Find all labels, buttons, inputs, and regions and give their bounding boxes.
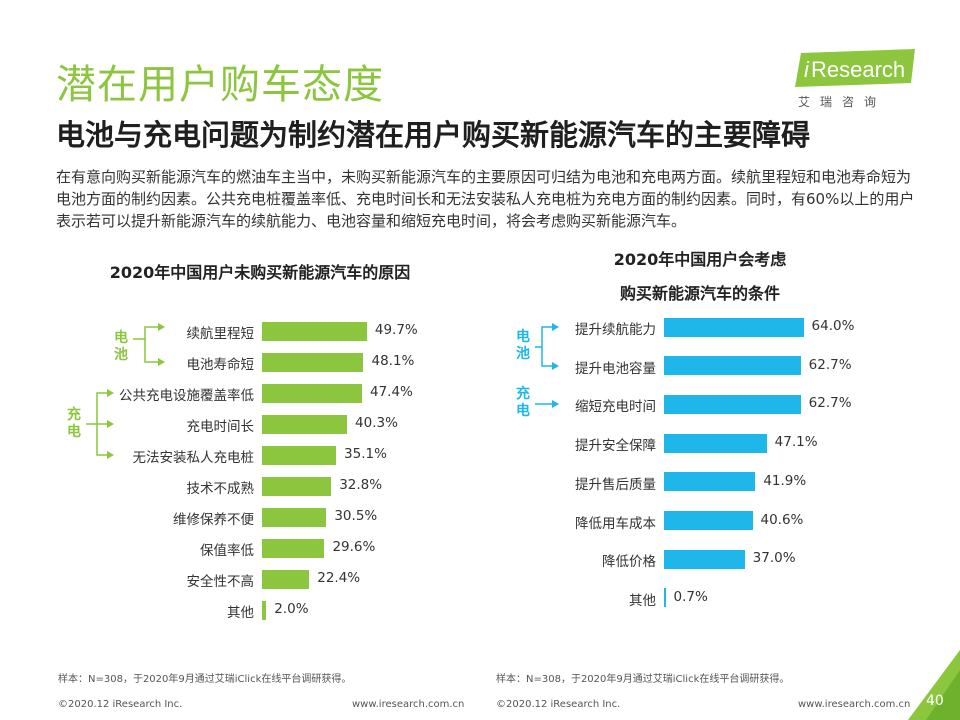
- right-chart-category-label: 提升电池容量: [575, 360, 656, 377]
- right-chart-bar: [664, 356, 801, 376]
- left-chart-category-label: 电池寿命短: [186, 357, 255, 373]
- right-chart-category-label: 降低用车成本: [575, 515, 656, 532]
- left-chart-category-label: 充电时间长: [186, 419, 255, 435]
- left-group-battery-label: 电池: [114, 330, 128, 363]
- left-chart-category-label: 保值率低: [200, 543, 254, 559]
- left-chart-category-label: 其他: [227, 605, 254, 621]
- left-chart-category-label: 续航里程短: [186, 326, 255, 342]
- left-chart-category-label: 安全性不高: [186, 574, 255, 590]
- left-chart-category-label: 技术不成熟: [186, 481, 255, 497]
- right-chart-value-label: 41.9%: [763, 472, 807, 489]
- right-chart-category-label: 其他: [629, 592, 656, 609]
- left-chart-bar: [262, 476, 332, 496]
- page-title: 潜在用户购车态度: [56, 62, 384, 108]
- right-chart-bar: [664, 511, 753, 530]
- right-chart-value-label: 64.0%: [811, 318, 855, 334]
- left-chart-category-label: 公共充电设施覆盖率低: [119, 388, 254, 404]
- right-chart-title-line2: 购买新能源汽车的条件: [619, 284, 780, 303]
- right-chart-value-label: 37.0%: [752, 550, 796, 567]
- right-chart-bar: [664, 549, 745, 569]
- page-number: 40: [926, 693, 944, 709]
- right-chart-bar: [664, 472, 756, 492]
- right-chart-title-line1: 2020年中国用户会考虑: [613, 250, 787, 269]
- left-chart-value-label: 22.4%: [317, 570, 361, 586]
- iresearch-logo: i Research: [795, 49, 915, 87]
- right-sample-note: 样本：N=308，于2020年9月通过艾瑞iClick在线平台调研获得。: [496, 674, 790, 685]
- left-chart-value-label: 40.3%: [355, 415, 398, 431]
- right-chart-value-label: 62.7%: [808, 356, 852, 373]
- left-chart-bar: [262, 507, 327, 527]
- left-chart-title: 2020年中国用户未购买新能源汽车的原因: [109, 263, 411, 282]
- right-chart-category-label: 提升续航能力: [575, 322, 656, 338]
- left-chart-category-label: 无法安装私人充电桩: [132, 450, 255, 466]
- left-chart-value-label: 29.6%: [332, 539, 376, 555]
- logo-text: Research: [811, 57, 905, 82]
- right-chart-category-label: 提升售后质量: [575, 476, 656, 493]
- right-chart-bar: [664, 394, 801, 414]
- footer-url-left[interactable]: www.iresearch.com.cn: [352, 699, 465, 710]
- left-sample-note: 样本：N=308，于2020年9月通过艾瑞iClick在线平台调研获得。: [58, 674, 352, 685]
- left-group-brackets: [86, 323, 165, 459]
- left-chart-value-label: 2.0%: [274, 601, 309, 617]
- logo-chinese: 艾瑞咨询: [798, 95, 887, 109]
- right-chart-value-label: 0.7%: [673, 588, 708, 605]
- right-chart-category-label: 降低价格: [602, 554, 656, 571]
- left-chart-value-label: 30.5%: [334, 508, 378, 524]
- left-chart-bar: [262, 600, 267, 620]
- right-chart-bar: [664, 317, 804, 337]
- right-chart-category-label: 提升安全保障: [575, 438, 656, 455]
- left-chart-bar: [262, 383, 362, 403]
- logo-i: i: [804, 57, 810, 82]
- footer-copyright-left: ©2020.12 iResearch Inc.: [58, 699, 183, 710]
- right-chart-value-label: 62.7%: [808, 395, 852, 412]
- left-chart-bar: [262, 414, 348, 434]
- right-chart-value-label: 40.6%: [760, 511, 804, 528]
- left-chart-category-label: 维修保养不便: [173, 512, 254, 528]
- left-chart-bar: [262, 538, 325, 558]
- corner-decoration: [908, 650, 960, 720]
- right-chart-bar: [664, 588, 666, 608]
- right-chart-category-label: 缩短充电时间: [575, 399, 656, 416]
- left-chart-bar: [262, 321, 367, 341]
- footer-url-right[interactable]: www.iresearch.com.cn: [798, 699, 911, 710]
- left-chart-bar: [262, 569, 310, 589]
- left-chart-value-label: 32.8%: [339, 477, 383, 493]
- left-chart-bar: [262, 352, 364, 372]
- footer-copyright-right: ©2020.12 iResearch Inc.: [496, 699, 621, 710]
- left-chart-value-label: 47.4%: [370, 384, 413, 400]
- left-chart-bar: [262, 445, 337, 465]
- summary-paragraph: 在有意向购买新能源汽车的燃油车主当中，未购买新能源汽车的主要原因可归结为电池和充…: [56, 168, 915, 230]
- left-chart: 续航里程短 49.7% 电池寿命短 48.1% 公共充电设施覆盖率低 47.4% 充电时间长…: [119, 321, 418, 621]
- right-group-battery-label: 电池: [516, 329, 530, 362]
- right-group-charging-label: 充电: [516, 386, 530, 419]
- page-subtitle: 电池与充电问题为制约潜在用户购买新能源汽车的主要障碍: [56, 118, 811, 152]
- left-chart-value-label: 49.7%: [374, 322, 418, 338]
- left-chart-value-label: 35.1%: [344, 446, 387, 462]
- left-group-charging-label: 充电: [67, 407, 81, 440]
- left-chart-value-label: 48.1%: [371, 353, 415, 369]
- right-chart-bar: [664, 433, 767, 453]
- right-group-brackets: [535, 323, 559, 408]
- right-chart-value-label: 47.1%: [774, 434, 818, 451]
